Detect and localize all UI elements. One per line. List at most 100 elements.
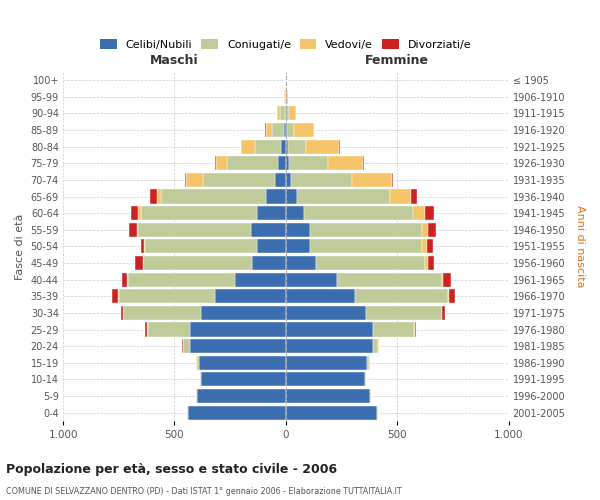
Bar (448, 289, 449, 304)
Bar (254, 140, 281, 153)
Bar (141, 240, 145, 254)
Bar (355, 289, 448, 304)
Bar (286, 173, 292, 187)
Bar (161, 190, 266, 203)
Bar (145, 322, 146, 336)
Bar (129, 222, 137, 237)
Bar (123, 306, 201, 320)
Bar (257, 206, 286, 220)
Bar (413, 206, 425, 220)
Bar (281, 140, 286, 153)
Bar (286, 190, 297, 203)
Bar (286, 222, 310, 237)
Bar (284, 106, 286, 120)
Bar (442, 272, 443, 286)
Bar (200, 372, 201, 386)
Bar (182, 339, 183, 353)
Bar (428, 256, 434, 270)
Bar (201, 306, 286, 320)
Bar (286, 156, 289, 170)
Legend: Celibi/Nubili, Coniugati/e, Vedovi/e, Divorziati/e: Celibi/Nubili, Coniugati/e, Vedovi/e, Di… (100, 39, 472, 50)
Bar (199, 356, 286, 370)
Bar (184, 339, 190, 353)
Bar (284, 90, 286, 104)
Bar (415, 322, 416, 336)
Bar (190, 322, 286, 336)
Bar (150, 190, 157, 203)
Bar (286, 206, 304, 220)
Bar (365, 372, 366, 386)
Bar (373, 322, 414, 336)
Bar (143, 256, 253, 270)
Bar (328, 156, 362, 170)
Bar (289, 156, 328, 170)
Bar (278, 156, 286, 170)
Bar (428, 222, 436, 237)
Bar (266, 190, 286, 203)
Bar (352, 173, 392, 187)
Bar (286, 306, 366, 320)
Bar (286, 256, 316, 270)
Bar (145, 240, 257, 254)
Bar (135, 256, 143, 270)
Bar (185, 173, 203, 187)
Bar (367, 356, 370, 370)
Bar (286, 140, 288, 153)
Bar (292, 173, 352, 187)
Text: Maschi: Maschi (150, 54, 199, 67)
Bar (112, 289, 118, 304)
Bar (197, 389, 286, 403)
Bar (131, 206, 138, 220)
Bar (286, 272, 337, 286)
Bar (241, 140, 254, 153)
Text: COMUNE DI SELVAZZANO DENTRO (PD) - Dati ISTAT 1° gennaio 2006 - Elaborazione TUT: COMUNE DI SELVAZZANO DENTRO (PD) - Dati … (6, 488, 401, 496)
Bar (196, 389, 197, 403)
Bar (277, 106, 280, 120)
Bar (280, 106, 284, 120)
Bar (272, 123, 284, 137)
Bar (201, 372, 286, 386)
Bar (188, 406, 286, 419)
Bar (414, 322, 415, 336)
Bar (310, 240, 422, 254)
Bar (215, 156, 227, 170)
Bar (148, 322, 190, 336)
Bar (286, 372, 365, 386)
Bar (366, 306, 442, 320)
Bar (266, 123, 272, 137)
Y-axis label: Fasce di età: Fasce di età (15, 213, 25, 280)
Bar (286, 322, 373, 336)
Text: Popolazione per età, sesso e stato civile - 2006: Popolazione per età, sesso e stato civil… (6, 462, 337, 475)
Bar (122, 272, 127, 286)
Bar (275, 173, 286, 187)
Bar (286, 90, 288, 104)
Bar (287, 123, 293, 137)
Bar (286, 339, 373, 353)
Bar (286, 389, 370, 403)
Bar (306, 140, 339, 153)
Bar (316, 256, 425, 270)
Bar (138, 206, 141, 220)
Bar (391, 190, 410, 203)
Bar (449, 289, 455, 304)
Bar (392, 173, 393, 187)
Bar (337, 272, 442, 286)
Bar (297, 190, 391, 203)
Bar (128, 272, 235, 286)
Bar (119, 289, 215, 304)
Bar (197, 356, 199, 370)
Bar (141, 206, 257, 220)
Bar (138, 222, 251, 237)
Bar (203, 173, 275, 187)
Bar (286, 240, 310, 254)
Bar (304, 206, 413, 220)
Y-axis label: Anni di nascita: Anni di nascita (575, 205, 585, 288)
Bar (284, 123, 286, 137)
Bar (190, 339, 286, 353)
Bar (146, 322, 148, 336)
Bar (310, 222, 422, 237)
Bar (339, 140, 340, 153)
Bar (373, 339, 378, 353)
Bar (227, 156, 278, 170)
Text: Femmine: Femmine (365, 54, 429, 67)
